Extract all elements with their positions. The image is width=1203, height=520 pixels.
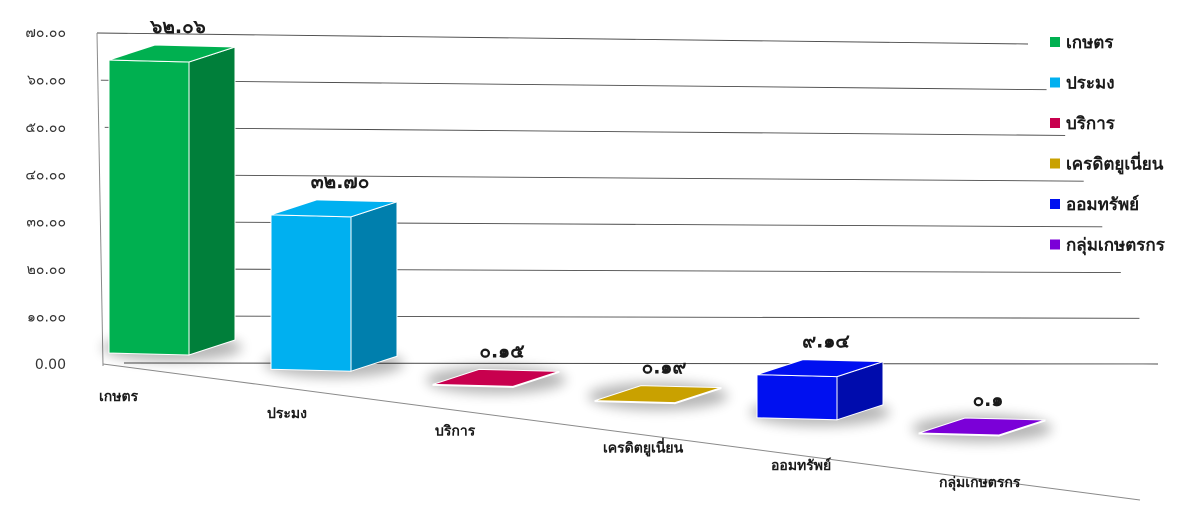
bar-top-face (756, 359, 884, 378)
legend-swatch (1050, 239, 1060, 250)
legend-label: บริการ (1066, 114, 1116, 134)
axes (96, 32, 1141, 501)
legend-swatch (1050, 37, 1060, 47)
gridlines (96, 32, 1159, 365)
legend-swatch (1050, 77, 1060, 88)
y-axis-line (96, 32, 104, 367)
gridline (100, 79, 1047, 91)
x-tick-label: บริการ (435, 423, 476, 439)
gridline (116, 268, 1121, 274)
y-tick-label: ๒๐.๐๐ (27, 262, 66, 278)
x-tick-label: ออมทรัพย์ (771, 457, 831, 474)
data-label: ๐.๑๙ (642, 357, 687, 379)
legend-swatch (1050, 118, 1060, 128)
bar (756, 359, 884, 421)
bar-top-face (594, 385, 722, 404)
gridline (104, 126, 1066, 136)
gridline (108, 173, 1084, 182)
legend-label: ประมง (1066, 74, 1115, 94)
x-tick-label: เครดิตยูเนี่ยน (603, 438, 684, 457)
y-axis-ticks: 0.00 ๑๐.๐๐ ๒๐.๐๐ ๓๐.๐๐ ๔๐.๐๐ ๕๐.๐๐ ๖๐.๐๐ ๗๐.๐๐ (25, 25, 66, 373)
y-tick-label: ๗๐.๐๐ (25, 25, 66, 41)
bar-front-face (756, 374, 838, 421)
x-tick-label: เกษตร (99, 389, 139, 405)
bar-top-face (432, 368, 560, 387)
legend-swatch (1050, 158, 1060, 169)
data-label: ๐.๑ (973, 389, 1004, 411)
data-label: ๙.๑๔ (802, 331, 850, 353)
bar (918, 417, 1046, 437)
legend[interactable]: เกษตรประมงบริการเครดิตยูเนี่ยนออมทรัพย์ก… (1050, 33, 1166, 256)
x-tick-label: ประมง (267, 406, 307, 422)
y-tick-label: ๔๐.๐๐ (25, 167, 66, 183)
legend-label: ออมทรัพย์ (1066, 194, 1139, 215)
legend-item[interactable]: เกษตร (1050, 33, 1114, 53)
y-tick-label: ๑๐.๐๐ (27, 310, 66, 326)
gridline (96, 32, 1029, 45)
data-label: ๓๒.๗๐ (311, 171, 370, 193)
legend-item[interactable]: กลุ่มเกษตรกร (1050, 236, 1166, 256)
legend-item[interactable]: เครดิตยูเนี่ยน (1050, 152, 1164, 176)
bar-front-face (108, 59, 190, 356)
legend-item[interactable]: ประมง (1050, 74, 1115, 94)
legend-label: เกษตร (1066, 33, 1114, 53)
bar-top-face (270, 199, 398, 218)
y-tick-label: ๖๐.๐๐ (27, 72, 66, 88)
bar-front-face (270, 214, 352, 372)
bar (270, 199, 398, 372)
gridline (112, 221, 1103, 228)
legend-label: กลุ่มเกษตรกร (1066, 236, 1166, 256)
data-label: ๐.๑๕ (479, 340, 524, 362)
x-tick-label: กลุ่มเกษตรกร (939, 475, 1021, 491)
legend-item[interactable]: บริการ (1050, 114, 1116, 134)
bar (108, 44, 236, 356)
y-tick-label: ๓๐.๐๐ (26, 215, 66, 231)
bar (594, 385, 722, 405)
legend-label: เครดิตยูเนี่ยน (1066, 152, 1164, 176)
bar (432, 368, 560, 389)
bar-side-face (350, 201, 398, 372)
bars (108, 44, 1046, 437)
y-tick-label: 0.00 (35, 357, 66, 373)
data-label: ๖๒.๐๖ (149, 16, 205, 38)
bar-side-face (188, 46, 236, 356)
legend-item[interactable]: ออมทรัพย์ (1050, 194, 1139, 215)
category-labels: เกษตรประมงบริการเครดิตยูเนี่ยนออมทรัพย์ก… (99, 389, 1021, 491)
bar-top-face (108, 44, 236, 63)
x-axis-line (102, 363, 1141, 501)
y-tick-label: ๕๐.๐๐ (25, 120, 66, 136)
bar-top-face (918, 417, 1046, 436)
legend-swatch (1050, 199, 1060, 209)
